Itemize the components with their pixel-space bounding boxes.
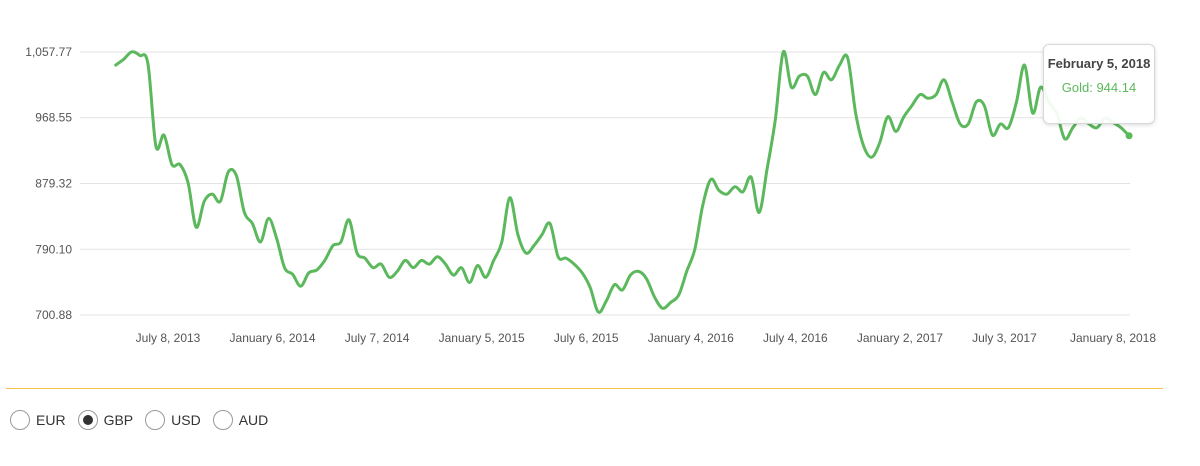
x-tick-label-9: January 8, 2018 (1070, 331, 1156, 345)
x-tick-label-4: July 6, 2015 (554, 331, 619, 345)
currency-label-aud: AUD (238, 412, 269, 428)
y-tick-label-4: 700.88 (35, 308, 72, 322)
currency-option-gbp[interactable]: GBP (77, 410, 134, 430)
x-tick-label-3: January 5, 2015 (439, 331, 525, 345)
gold-price-line[interactable] (114, 50, 1131, 314)
x-tick-label-6: July 4, 2016 (763, 331, 828, 345)
section-divider (6, 388, 1163, 389)
gold-price-chart[interactable]: 1,057.77 968.55 879.32 790.10 700.88 July 8,… (0, 0, 1200, 380)
tooltip-value: Gold: 944.14 (1061, 80, 1137, 95)
x-tick-label-8: July 3, 2017 (972, 331, 1037, 345)
tooltip-date: February 5, 2018 (1047, 56, 1151, 71)
radio-eur[interactable] (10, 410, 30, 430)
x-tick-label-7: January 2, 2017 (857, 331, 943, 345)
hover-point[interactable] (1125, 132, 1133, 140)
y-tick-label-1: 968.55 (35, 111, 72, 125)
radio-aud[interactable] (212, 410, 233, 430)
series-gold[interactable] (114, 50, 1133, 314)
radio-gbp[interactable] (77, 410, 98, 430)
y-gridlines (80, 51, 1130, 316)
currency-option-usd[interactable]: USD (145, 410, 201, 430)
currency-selector: EUR GBP USD AUD (10, 410, 268, 430)
currency-option-aud[interactable]: AUD (212, 410, 269, 430)
currency-label-gbp: GBP (103, 412, 134, 428)
x-tick-label-0: July 8, 2013 (136, 331, 201, 345)
y-axis-ticks: 1,057.77 968.55 879.32 790.10 700.88 (25, 45, 72, 322)
currency-option-eur[interactable]: EUR (10, 410, 66, 430)
x-tick-label-5: January 4, 2016 (648, 331, 734, 345)
currency-label-usd: USD (171, 412, 201, 428)
y-tick-label-0: 1,057.77 (25, 45, 72, 59)
y-tick-label-3: 790.10 (35, 242, 72, 256)
x-axis-ticks: July 8, 2013 January 6, 2014 July 7, 2014 J… (136, 331, 1157, 345)
x-tick-label-1: January 6, 2014 (230, 331, 316, 345)
y-tick-label-2: 879.32 (35, 177, 72, 191)
x-tick-label-2: July 7, 2014 (345, 331, 410, 345)
radio-usd[interactable] (145, 410, 166, 430)
currency-label-eur: EUR (36, 412, 66, 428)
chart-tooltip: February 5, 2018 Gold: 944.14 (1043, 44, 1155, 124)
